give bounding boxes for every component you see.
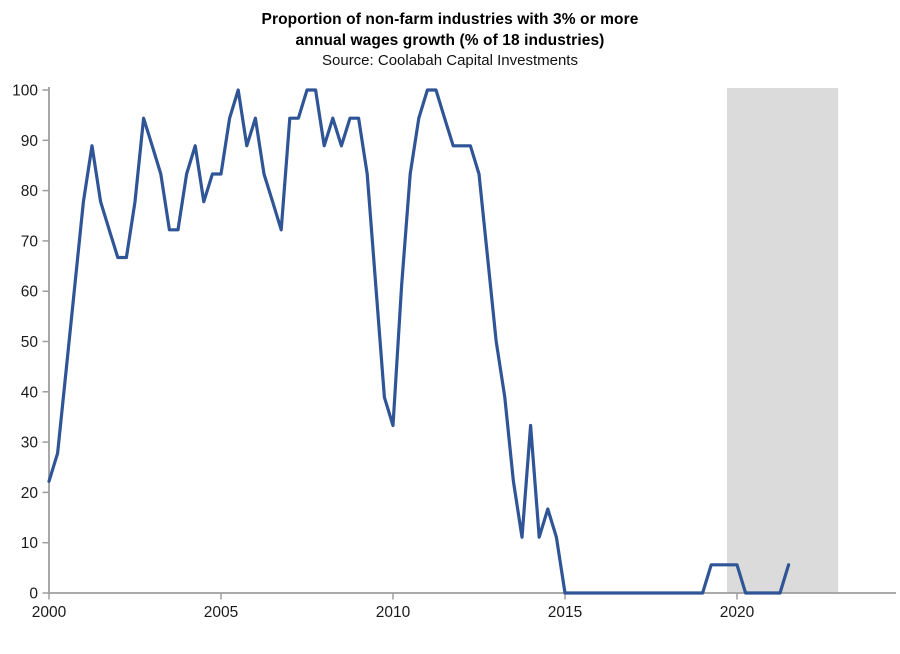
x-axis-tick-label: 2010 <box>376 604 411 621</box>
chart-title-line1: Proportion of non-farm industries with 3… <box>261 11 639 28</box>
y-axis-tick-label: 60 <box>21 284 39 301</box>
chart-title-line2: annual wages growth (% of 18 industries) <box>295 32 605 49</box>
chart-header: Proportion of non-farm industries with 3… <box>0 9 900 71</box>
chart-source: Source: Coolabah Capital Investments <box>322 52 578 69</box>
shaded-forecast-region <box>727 88 839 593</box>
y-axis-tick-label: 90 <box>21 133 39 150</box>
y-axis-tick-label: 40 <box>21 384 39 401</box>
x-axis-tick-label: 2000 <box>32 604 67 621</box>
y-axis-tick-label: 80 <box>21 183 39 200</box>
y-axis-tick-label: 50 <box>21 334 39 351</box>
y-axis-tick-label: 10 <box>21 535 39 552</box>
y-axis-tick-label: 20 <box>21 485 39 502</box>
wages-growth-series-line <box>47 88 791 595</box>
y-axis-tick-label: 0 <box>29 586 38 603</box>
y-axis-tick-label: 100 <box>12 83 38 100</box>
x-axis-tick-label: 2005 <box>204 604 238 621</box>
y-axis-tick-label: 30 <box>21 435 39 452</box>
y-axis-tick-label: 70 <box>21 233 39 250</box>
x-axis-tick-label: 2015 <box>548 604 582 621</box>
x-axis-tick-label: 2020 <box>720 604 755 621</box>
